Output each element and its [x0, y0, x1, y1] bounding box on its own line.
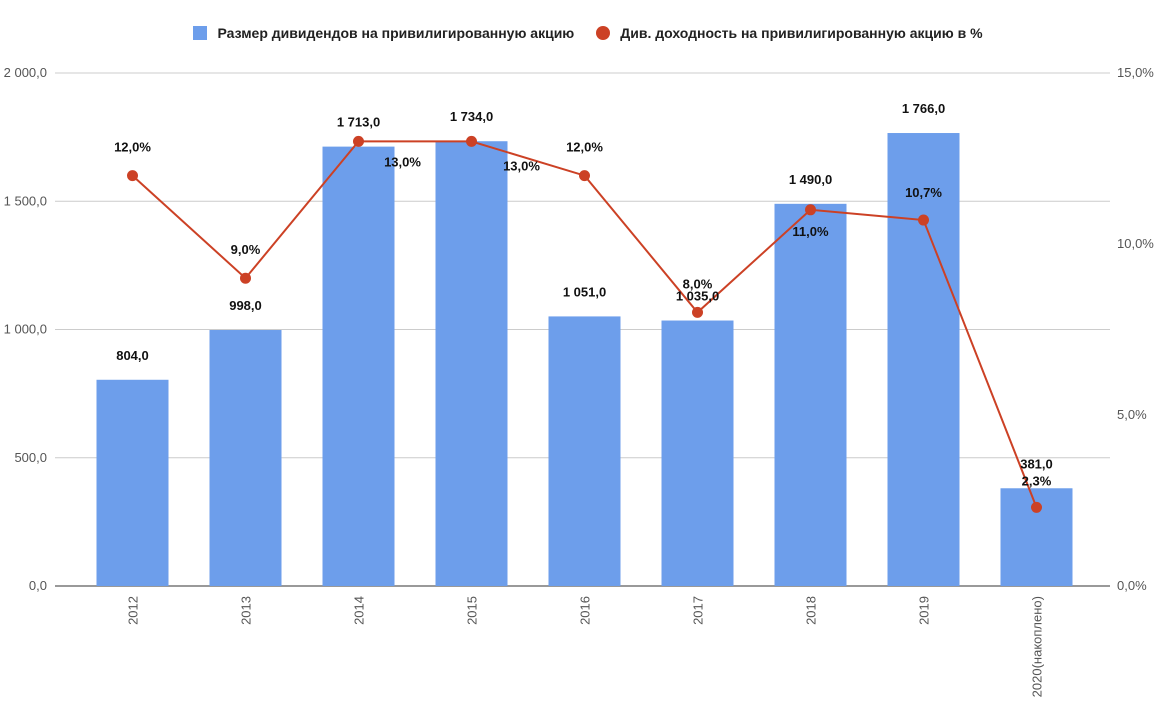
x-tick-label: 2020(накоплено)	[1030, 596, 1045, 697]
yield-point-2012	[127, 170, 138, 182]
yield-point-2018	[805, 204, 816, 216]
y-left-tick-label: 1 000,0	[4, 322, 47, 337]
line-data-label: 11,0%	[792, 224, 829, 239]
legend-item-bar: Размер дивидендов на привилигированную а…	[193, 25, 574, 41]
y-right-tick-label: 0,0%	[1117, 578, 1147, 593]
y-left-tick-label: 1 500,0	[4, 193, 47, 208]
y-right-tick-label: 10,0%	[1117, 236, 1154, 251]
yield-point-2019	[918, 214, 929, 226]
bar-data-label: 1 051,0	[563, 284, 606, 299]
legend-bar-swatch	[193, 26, 208, 40]
x-tick-label: 2014	[352, 596, 367, 625]
bar-data-label: 1 035,0	[676, 289, 719, 304]
y-right-tick-label: 15,0%	[1117, 65, 1154, 80]
legend-line-swatch	[596, 26, 611, 40]
x-tick-label: 2013	[239, 596, 254, 625]
line-data-label: 10,7%	[905, 185, 942, 200]
yield-point-2013	[240, 272, 251, 284]
x-tick-label: 2018	[804, 596, 819, 625]
bar-2018	[774, 203, 847, 586]
yield-point-2014	[353, 135, 364, 147]
bar-2015	[435, 141, 508, 586]
bar-data-label: 1 734,0	[450, 109, 493, 124]
bar-2016	[548, 316, 621, 586]
bar-data-label: 998,0	[229, 298, 262, 313]
line-data-label: 8,0%	[683, 276, 713, 291]
yield-point-2017	[692, 306, 703, 318]
legend-item-line: Див. доходность на привилигированную акц…	[596, 25, 983, 41]
bar-2012	[96, 379, 169, 586]
x-tick-label: 2012	[126, 596, 141, 625]
line-data-label: 2,3%	[1022, 473, 1052, 488]
x-tick-label: 2015	[465, 596, 480, 625]
x-tick-label: 2016	[578, 596, 593, 625]
bar-2014	[322, 146, 395, 587]
bar-2013	[209, 330, 282, 586]
bar-data-label: 381,0	[1020, 456, 1053, 471]
x-tick-label: 2019	[917, 596, 932, 625]
line-data-label: 12,0%	[566, 140, 603, 155]
line-data-label: 13,0%	[503, 158, 540, 173]
line-data-label: 9,0%	[231, 242, 261, 257]
bar-2019	[887, 133, 960, 586]
line-data-label: 12,0%	[114, 140, 151, 155]
y-left-tick-label: 0,0	[29, 578, 47, 593]
bar-data-label: 1 490,0	[789, 172, 832, 187]
yield-point-2020(накоплено)	[1031, 501, 1042, 513]
bar-data-label: 1 766,0	[902, 101, 945, 116]
line-data-label: 13,0%	[384, 154, 421, 169]
legend-line-label: Див. доходность на привилигированную акц…	[620, 25, 983, 41]
bar-data-label: 804,0	[116, 348, 149, 363]
y-left-tick-label: 2 000,0	[4, 65, 47, 80]
legend-bar-label: Размер дивидендов на привилигированную а…	[217, 25, 575, 41]
y-left-tick-label: 500,0	[14, 450, 47, 465]
yield-point-2016	[579, 170, 590, 182]
y-right-tick-label: 5,0%	[1117, 407, 1147, 422]
legend: Размер дивидендов на привилигированную а…	[0, 22, 1176, 44]
x-tick-label: 2017	[691, 596, 706, 625]
yield-point-2015	[466, 135, 477, 147]
bar-data-label: 1 713,0	[337, 115, 380, 130]
bar-2017	[661, 320, 734, 586]
